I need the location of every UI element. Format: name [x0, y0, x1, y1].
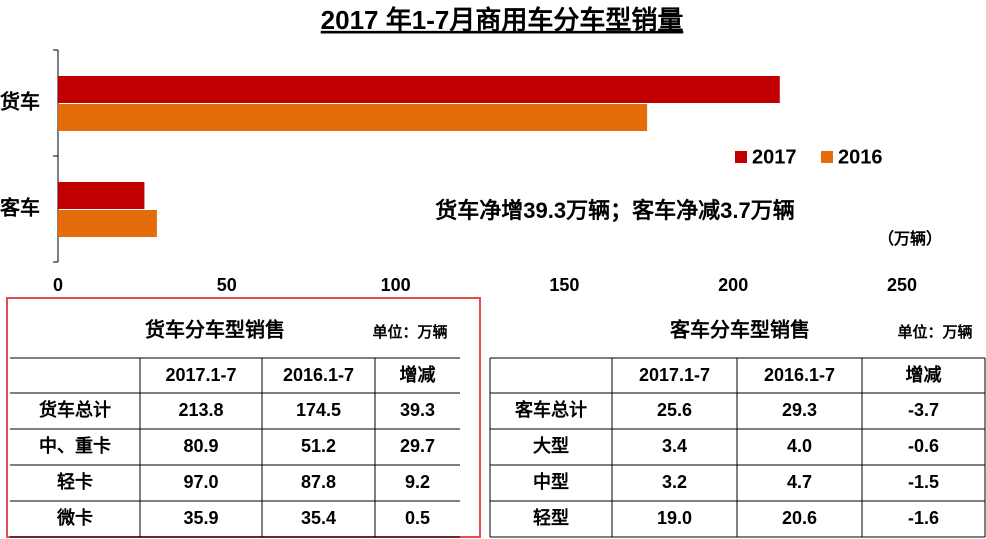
row-label: 轻型	[533, 507, 569, 528]
table-cell: 4.7	[787, 472, 812, 492]
legend-label: 2016	[838, 146, 883, 168]
row-label: 轻卡	[57, 471, 93, 492]
column-header: 2017.1-7	[639, 365, 710, 385]
x-tick-label: 250	[887, 275, 917, 295]
table-cell: 29.3	[782, 400, 817, 420]
table-cell: 9.2	[405, 472, 430, 492]
category-label: 客车	[0, 195, 40, 219]
table-cell: 51.2	[301, 436, 336, 456]
chart-title: 2017 年1-7月商用车分车型销量	[321, 5, 684, 35]
table-cell: 35.9	[183, 508, 218, 528]
table-cell: 35.4	[301, 508, 336, 528]
table-cell: 20.6	[782, 508, 817, 528]
table-cell: 4.0	[787, 436, 812, 456]
row-label: 中型	[533, 471, 569, 492]
x-tick-label: 200	[718, 275, 748, 295]
x-tick-label: 50	[217, 275, 237, 295]
column-header: 2016.1-7	[764, 365, 835, 385]
column-header: 2016.1-7	[283, 365, 354, 385]
table-cell: 3.4	[662, 436, 687, 456]
x-tick-label: 150	[549, 275, 579, 295]
column-header: 增减	[400, 364, 436, 385]
bar	[58, 76, 780, 103]
table-unit: 单位：万辆	[372, 323, 447, 341]
table-cell: -0.6	[908, 436, 939, 456]
row-label: 中、重卡	[39, 435, 111, 456]
table-cell: 213.8	[178, 400, 223, 420]
row-label: 大型	[533, 435, 569, 456]
bar	[58, 210, 157, 237]
table-cell: 87.8	[301, 472, 336, 492]
table-title: 客车分车型销售	[669, 317, 810, 341]
table-cell: 19.0	[657, 508, 692, 528]
table-cell: 97.0	[183, 472, 218, 492]
category-label: 货车	[0, 89, 40, 113]
table-unit: 单位：万辆	[897, 323, 972, 341]
table-cell: -1.6	[908, 508, 939, 528]
column-header: 2017.1-7	[165, 365, 236, 385]
row-label: 微卡	[56, 507, 93, 528]
bar	[58, 104, 648, 131]
table-cell: 174.5	[296, 400, 341, 420]
unit-label: （万辆）	[878, 229, 942, 248]
table-cell: -3.7	[908, 400, 939, 420]
table-cell: 0.5	[405, 508, 430, 528]
table-cell: -1.5	[908, 472, 939, 492]
table-cell: 80.9	[183, 436, 218, 456]
legend-label: 2017	[752, 146, 797, 168]
table-title: 货车分车型销售	[145, 317, 285, 341]
table-cell: 29.7	[400, 436, 435, 456]
bar	[58, 182, 145, 209]
legend-swatch	[735, 151, 747, 163]
column-header: 增减	[906, 364, 942, 385]
x-tick-label: 100	[381, 275, 411, 295]
table-cell: 39.3	[400, 400, 435, 420]
table-cell: 25.6	[657, 400, 692, 420]
table-cell: 3.2	[662, 472, 687, 492]
x-tick-label: 0	[53, 275, 63, 295]
legend-swatch	[821, 151, 833, 163]
row-label: 客车总计	[515, 399, 587, 420]
annotation: 货车净增39.3万辆；客车净减3.7万辆	[435, 198, 794, 223]
row-label: 货车总计	[39, 399, 111, 420]
